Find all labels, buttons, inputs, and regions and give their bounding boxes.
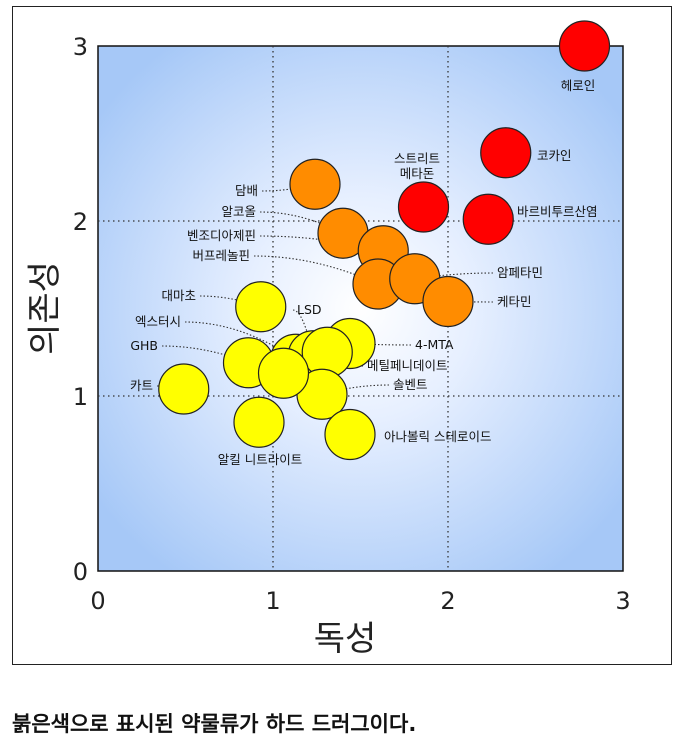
- y-axis-title: 의존성: [25, 261, 65, 355]
- point-label: 알코올: [221, 204, 256, 219]
- y-tick-label: 0: [73, 558, 88, 586]
- point-label: 담배: [235, 183, 258, 198]
- leader-line: [447, 300, 494, 303]
- point-label: 바르비투르산염: [517, 204, 598, 219]
- point-label: 아나볼릭 스테로이드: [384, 429, 491, 444]
- y-tick-label: 1: [73, 383, 88, 411]
- data-point: [480, 127, 532, 179]
- point-label: 버프레놀핀: [192, 248, 250, 263]
- point-label: 벤조디아제핀: [187, 228, 256, 243]
- point-label: 엑스터시: [135, 314, 181, 329]
- x-tick-label: 0: [90, 587, 105, 615]
- data-point: [397, 181, 450, 233]
- point-label: 4-MTA: [415, 337, 454, 352]
- leader-line: [184, 321, 297, 360]
- y-tick-label: 2: [73, 208, 88, 236]
- data-point: [158, 363, 210, 415]
- data-point: [257, 347, 310, 399]
- data-point: [422, 275, 474, 328]
- data-point: [289, 158, 341, 210]
- data-point: [235, 281, 287, 333]
- x-tick-label: 2: [440, 587, 455, 615]
- point-label: 케타민: [497, 294, 532, 309]
- figure-caption: 붉은색으로 표시된 약물류가 하드 드러그이다.: [12, 712, 417, 736]
- data-point: [233, 396, 285, 448]
- point-label: 암페타민: [497, 265, 543, 280]
- point-label: GHB: [130, 338, 158, 353]
- plot-area: [97, 45, 624, 572]
- point-label: 헤로인: [561, 78, 596, 93]
- data-point: [324, 408, 376, 461]
- point-label: 대마초: [161, 288, 196, 303]
- data-point: [558, 20, 611, 72]
- x-axis-title: 독성: [314, 619, 377, 659]
- point-label: 메틸페니데이트: [367, 358, 448, 373]
- point-label: LSD: [297, 302, 322, 317]
- point-label: 코카인: [537, 148, 572, 163]
- point-label: 솔벤트: [393, 377, 428, 392]
- point-label: 카트: [130, 378, 153, 393]
- point-label: 알킬 니트라이트: [218, 452, 302, 467]
- y-tick-label: 3: [73, 33, 88, 61]
- data-point: [462, 193, 514, 245]
- x-tick-label: 1: [265, 587, 280, 615]
- x-tick-label: 3: [615, 587, 630, 615]
- point-label: 스트리트 메타돈: [394, 151, 440, 181]
